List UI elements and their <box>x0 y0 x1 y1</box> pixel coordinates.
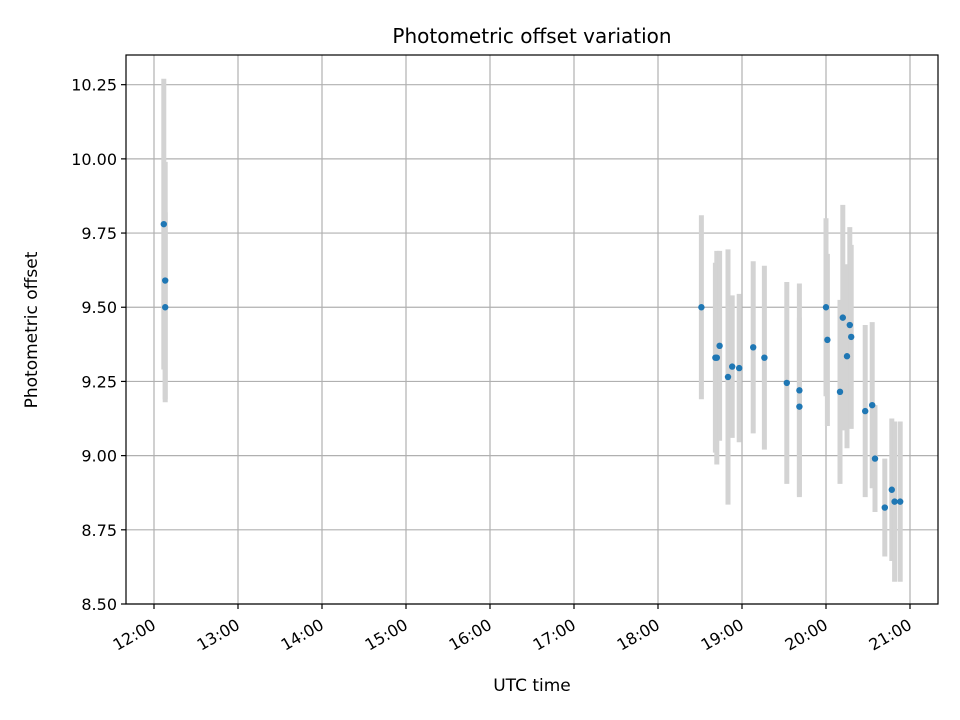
x-axis-ticks: 12:00 13:00 14:00 15:00 16:00 17:00 18:00 19:00… <box>110 604 915 655</box>
data-point <box>750 344 757 351</box>
x-axis-label: UTC time <box>493 676 571 696</box>
data-point <box>796 403 803 410</box>
data-point <box>796 387 803 394</box>
y-tick-label: 10.25 <box>71 76 117 95</box>
x-tick-label: 16:00 <box>446 615 495 655</box>
error-bars <box>161 78 903 582</box>
data-point <box>160 220 167 228</box>
x-tick-label: 15:00 <box>362 615 411 655</box>
data-point <box>822 304 830 311</box>
chart-title: Photometric offset variation <box>392 24 671 48</box>
y-axis-label: Photometric offset <box>22 251 42 408</box>
data-point <box>836 388 844 396</box>
y-tick-label: 9.50 <box>81 298 117 317</box>
x-tick-label: 14:00 <box>278 615 327 655</box>
data-point <box>761 354 768 361</box>
y-tick-label: 10.00 <box>71 150 117 169</box>
x-tick-label: 21:00 <box>866 615 915 655</box>
data-point <box>869 401 876 409</box>
y-tick-label: 9.00 <box>81 447 117 466</box>
x-tick-label: 12:00 <box>110 615 159 655</box>
data-point <box>891 498 898 505</box>
data-point <box>724 373 732 381</box>
y-tick-label: 9.75 <box>81 224 117 243</box>
data-point <box>824 336 831 344</box>
plot-frame <box>125 54 939 605</box>
data-point <box>783 379 790 387</box>
data-point <box>846 321 853 329</box>
data-point <box>897 498 904 505</box>
y-tick-label: 8.50 <box>81 595 117 614</box>
data-point <box>839 314 846 321</box>
y-axis-ticks: 8.50 8.75 9.00 9.25 9.50 9.75 10.00 10.25 <box>71 76 126 614</box>
grid <box>126 55 938 605</box>
y-tick-label: 9.25 <box>81 372 117 391</box>
data-point <box>713 354 720 361</box>
x-tick-label: 13:00 <box>194 615 243 655</box>
data-point <box>888 486 895 493</box>
data-point <box>162 277 169 284</box>
x-tick-label: 19:00 <box>698 615 747 655</box>
data-points <box>160 220 904 511</box>
x-tick-label: 18:00 <box>614 615 663 655</box>
y-tick-label: 8.75 <box>81 521 117 540</box>
data-point <box>881 504 888 511</box>
data-point <box>736 364 743 372</box>
data-point <box>843 353 851 360</box>
data-point <box>716 342 723 350</box>
data-point <box>162 304 169 311</box>
x-tick-label: 20:00 <box>782 615 831 655</box>
data-point <box>862 407 869 415</box>
data-point <box>848 333 855 341</box>
x-tick-label: 17:00 <box>530 615 579 655</box>
data-point <box>729 363 736 370</box>
data-point <box>698 304 705 311</box>
data-point <box>871 455 879 462</box>
